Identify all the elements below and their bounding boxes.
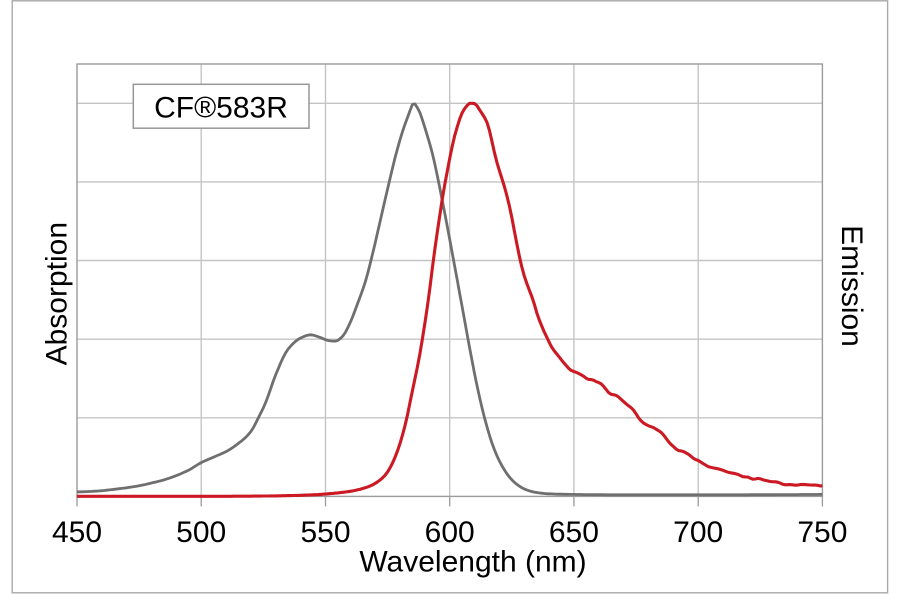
svg-text:600: 600 — [425, 516, 475, 549]
svg-text:700: 700 — [673, 516, 723, 549]
svg-text:750: 750 — [797, 516, 847, 549]
svg-text:550: 550 — [300, 516, 350, 549]
svg-text:Wavelength (nm): Wavelength (nm) — [359, 546, 586, 579]
svg-text:500: 500 — [176, 516, 226, 549]
svg-text:450: 450 — [52, 516, 102, 549]
svg-text:Absorption: Absorption — [41, 222, 74, 365]
svg-text:650: 650 — [549, 516, 599, 549]
svg-text:Emission: Emission — [835, 225, 868, 347]
svg-text:CF®583R: CF®583R — [154, 92, 288, 125]
